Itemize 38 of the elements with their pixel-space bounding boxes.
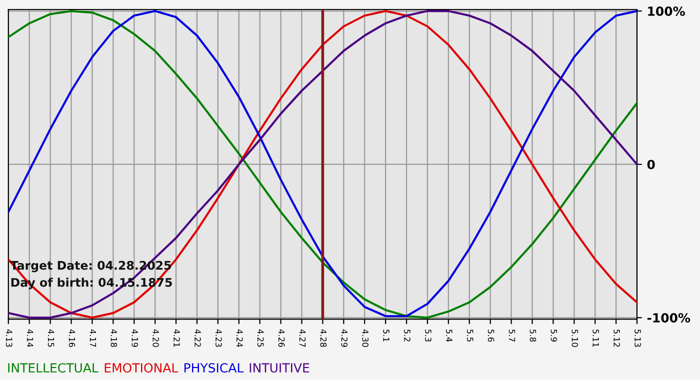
x-tick-label: 4.19 — [132, 329, 138, 347]
text: INTELLECTUAL — [8, 363, 98, 373]
x-tick-label: 5.6 — [488, 330, 494, 342]
x-tick-label: 4.22 — [194, 329, 201, 347]
x-tick-label: 4.28 — [320, 329, 327, 347]
x-tick-label: 5.2 — [404, 330, 410, 342]
x-tick-label: 5.13 — [634, 330, 641, 347]
x-tick-label: 4.21 — [174, 329, 180, 347]
x-tick-label: 5.7 — [508, 330, 516, 342]
text: EMOTIONAL — [104, 363, 178, 373]
y-tick-label: 0 — [647, 160, 655, 170]
x-tick-label: 4.27 — [299, 329, 306, 347]
x-tick-label: 5.1 — [383, 330, 390, 342]
x-tick-label: 5.12 — [614, 330, 620, 347]
x-tick-label: 4.17 — [90, 329, 96, 347]
x-tick-label: 4.26 — [278, 329, 285, 347]
x-tick-label: 5.8 — [530, 330, 536, 342]
x-tick-label: 5.9 — [550, 330, 558, 342]
x-tick-label: 5.11 — [592, 330, 599, 347]
x-tick-label: 5.10 — [572, 330, 578, 347]
x-tick-label: 4.16 — [68, 329, 76, 347]
text: INTUITIVE — [250, 363, 310, 373]
x-tick-label: 4.20 — [152, 329, 159, 347]
x-tick-label: 4.18 — [110, 329, 118, 347]
x-tick-label: 4.25 — [257, 329, 264, 347]
x-tick-label: 4.13 — [6, 329, 12, 347]
x-tick-label: 5.5 — [466, 330, 474, 342]
x-tick-label: 5.4 — [446, 330, 452, 342]
x-tick-label: 4.15 — [48, 329, 54, 347]
x-tick-label: 4.24 — [236, 329, 243, 348]
x-tick-label: 4.30 — [362, 329, 368, 347]
text: PHYSICAL — [184, 363, 244, 373]
x-tick-label: 4.14 — [27, 329, 34, 348]
y-tick-label: 100% — [648, 6, 685, 16]
y-tick-label: -100% — [647, 313, 690, 323]
x-tick-label: 5.3 — [425, 330, 432, 342]
x-tick-label: 4.29 — [341, 329, 348, 347]
x-tick-label: 4.23 — [216, 329, 222, 347]
